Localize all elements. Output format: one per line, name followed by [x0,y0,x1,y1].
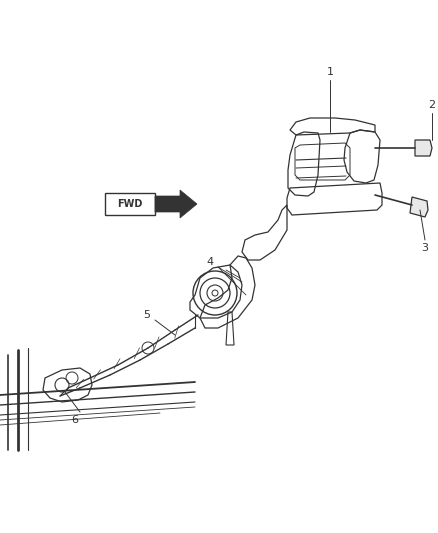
Text: 2: 2 [428,100,435,110]
Polygon shape [415,140,432,156]
Text: 6: 6 [71,415,78,425]
Text: FWD: FWD [117,199,143,209]
Text: 4: 4 [206,257,214,267]
Text: 3: 3 [421,243,428,253]
Polygon shape [410,197,428,217]
Text: 1: 1 [326,67,333,77]
Polygon shape [155,190,197,218]
Text: 5: 5 [144,310,151,320]
